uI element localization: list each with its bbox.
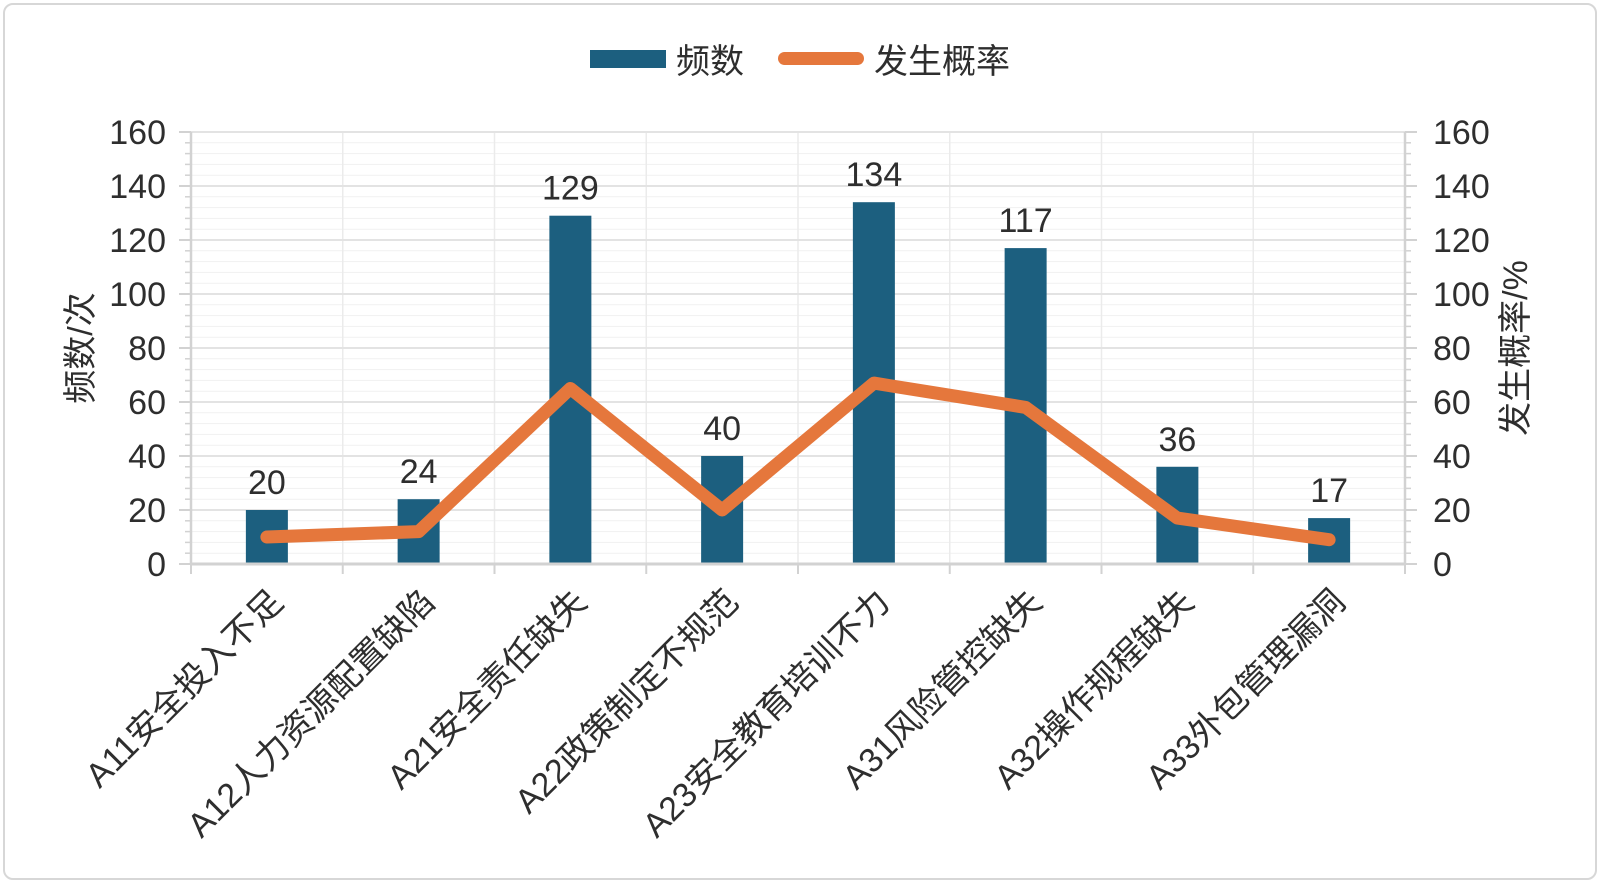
bar-series-swatch xyxy=(590,49,666,68)
left-axis-tick-label: 160 xyxy=(109,114,166,152)
left-axis-tick-label: 0 xyxy=(147,546,166,584)
left-axis-tick-label: 100 xyxy=(109,276,166,314)
right-axis-tick-label: 20 xyxy=(1433,492,1471,530)
bar-data-label: 17 xyxy=(1310,472,1348,510)
bar-data-label: 36 xyxy=(1158,421,1196,459)
bar-data-label: 40 xyxy=(703,410,741,448)
left-axis-tick-label: 20 xyxy=(128,492,166,530)
legend-label-frequency: 频数 xyxy=(676,43,744,81)
right-axis-tick-label: 140 xyxy=(1433,168,1490,206)
right-axis-tick-label: 80 xyxy=(1433,330,1471,368)
category-label: A23安全教育培训不力 xyxy=(636,583,898,845)
probability-line xyxy=(260,376,1336,547)
right-axis-tick-label: 40 xyxy=(1433,438,1471,476)
right-axis-tick-label: 100 xyxy=(1433,276,1490,314)
left-axis-title: 频数/次 xyxy=(62,292,100,403)
bar-data-label: 129 xyxy=(542,170,599,208)
right-axis-tick-label: 0 xyxy=(1433,546,1452,584)
bar-data-label: 20 xyxy=(248,464,286,502)
left-axis-tick-label: 120 xyxy=(109,222,166,260)
right-axis-title: 发生概率/% xyxy=(1497,260,1535,436)
legend: 频数 发生概率 xyxy=(0,34,1600,83)
left-axis-tick-label: 40 xyxy=(128,438,166,476)
line-series-swatch xyxy=(778,52,864,65)
legend-label-probability: 发生概率 xyxy=(874,43,1010,81)
category-label: A12人力资源配置缺陷 xyxy=(180,583,442,845)
left-axis-tick-label: 140 xyxy=(109,168,166,206)
right-axis-tick-label: 120 xyxy=(1433,222,1490,260)
right-axis-tick-label: 160 xyxy=(1433,114,1490,152)
bar-data-label: 24 xyxy=(400,453,438,491)
bar-data-label: 117 xyxy=(999,202,1053,240)
right-axis-tick-label: 60 xyxy=(1433,384,1471,422)
bar-data-label: 134 xyxy=(846,156,903,194)
left-axis-tick-label: 60 xyxy=(128,384,166,422)
left-axis-tick-label: 80 xyxy=(128,330,166,368)
legend-item-frequency: 频数 xyxy=(590,34,744,83)
legend-item-probability: 发生概率 xyxy=(778,34,1010,83)
